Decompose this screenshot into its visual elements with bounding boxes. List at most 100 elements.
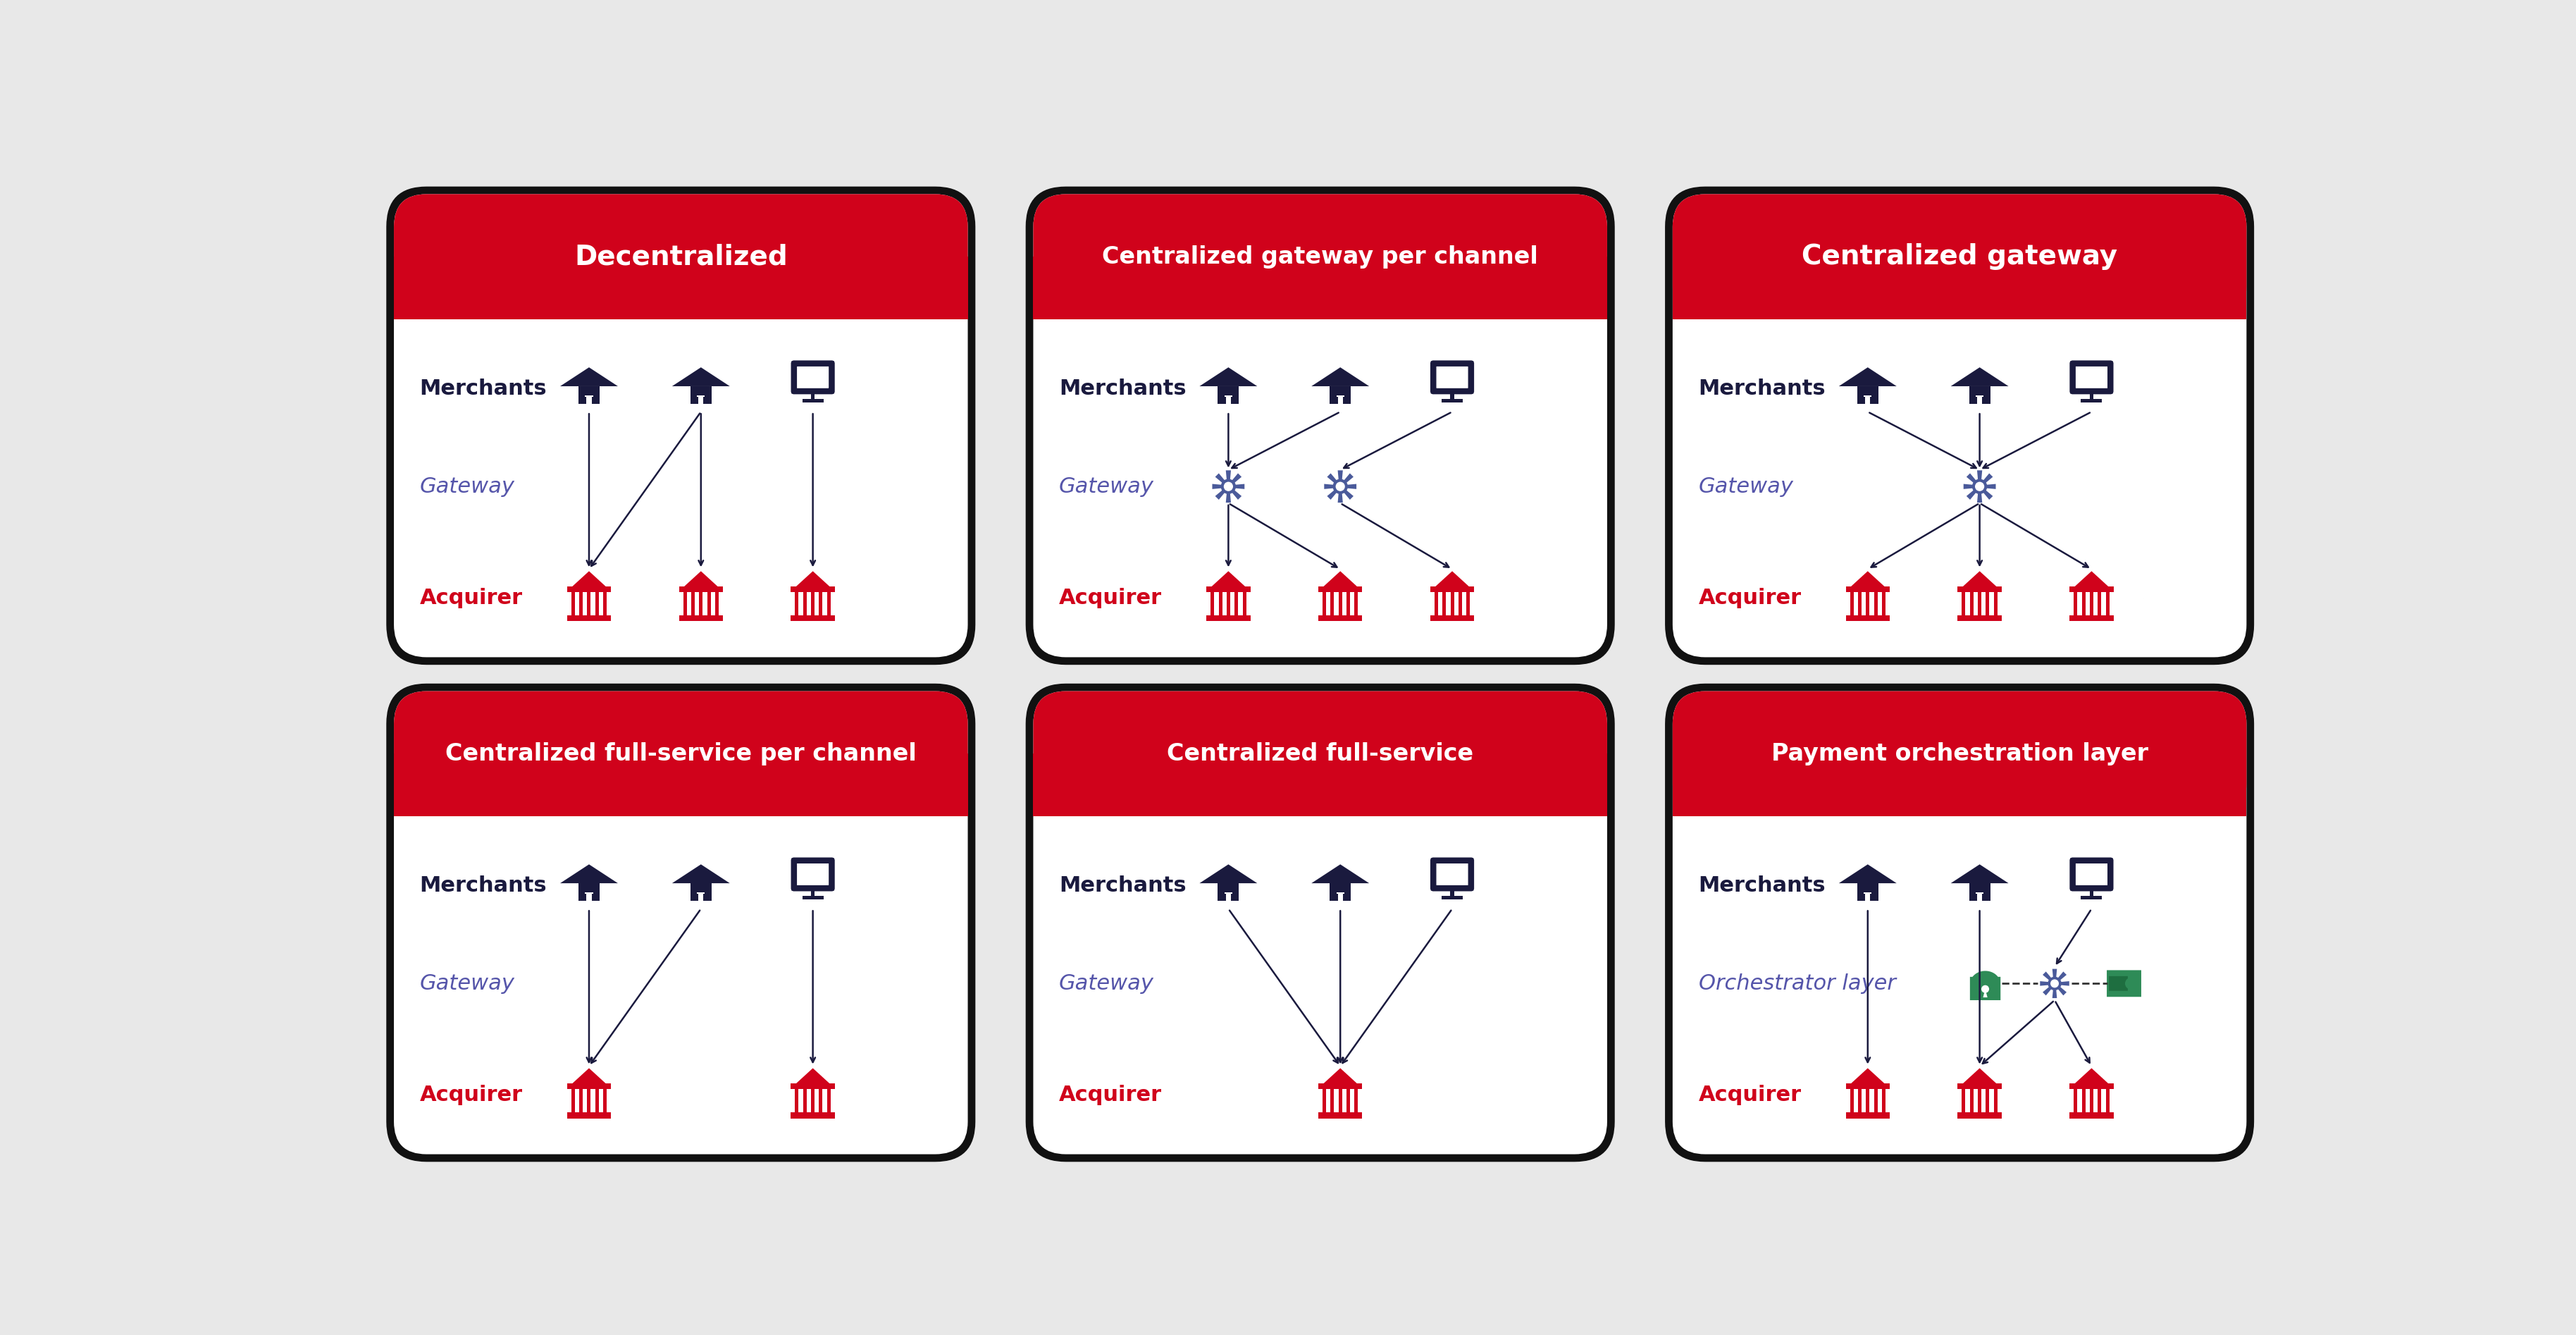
Polygon shape [1963,1068,1996,1084]
Bar [394,256,969,319]
Bar [1976,395,1984,405]
Polygon shape [1200,864,1257,884]
Bar [1218,591,1221,615]
Bar [2105,1089,2110,1112]
Bar [595,591,598,615]
Bar [1862,892,1873,901]
Bar [595,1089,598,1112]
Bar [1847,1084,1891,1089]
Bar [567,586,611,591]
Polygon shape [572,1068,605,1084]
Text: Merchants: Merchants [420,876,546,896]
Bar [801,399,824,402]
Bar [1865,1089,1870,1112]
Bar [683,591,688,615]
FancyBboxPatch shape [1672,194,2246,319]
FancyBboxPatch shape [1672,194,2246,657]
Polygon shape [1852,571,1886,586]
FancyBboxPatch shape [793,363,832,391]
Polygon shape [1324,571,1358,586]
Bar [698,591,703,615]
Bar [1033,256,1607,319]
FancyBboxPatch shape [1033,692,1607,1155]
Bar [827,591,829,615]
Bar [690,884,711,901]
Bar [1963,1089,1965,1112]
Bar [1033,754,1607,816]
Polygon shape [2040,969,2069,999]
Polygon shape [1435,571,1468,586]
FancyBboxPatch shape [793,861,832,888]
Bar [2074,1089,2076,1112]
Bar [1976,892,1984,901]
Bar [1873,591,1878,615]
Bar [1321,591,1327,615]
Circle shape [2050,980,2058,988]
Bar [1968,884,1991,901]
Bar [791,586,835,591]
Bar [1958,615,2002,621]
Text: Gateway: Gateway [1059,477,1154,497]
Bar [1435,591,1437,615]
Bar [680,586,724,591]
Text: Acquirer: Acquirer [1059,1085,1162,1105]
Bar [567,1112,611,1119]
Text: Acquirer: Acquirer [420,1085,523,1105]
Bar [811,391,814,399]
Bar [801,896,824,900]
Bar [1857,591,1862,615]
Bar [1443,896,1463,900]
FancyBboxPatch shape [1432,861,1471,888]
Polygon shape [572,571,605,586]
Bar [1847,615,1891,621]
Text: Merchants: Merchants [420,378,546,399]
Bar [2081,1089,2087,1112]
Bar [2069,615,2112,621]
Bar [585,892,592,901]
Bar [1971,591,1973,615]
Bar [1218,884,1239,901]
Bar [796,591,799,615]
Bar [804,1089,806,1112]
Circle shape [1224,482,1234,491]
Bar [587,591,590,615]
Polygon shape [796,1068,829,1084]
Bar [2069,1084,2112,1089]
Bar [1347,1089,1350,1112]
Bar [1321,1089,1327,1112]
Bar [2081,399,2102,402]
Bar [1340,1089,1342,1112]
FancyBboxPatch shape [1025,187,1615,665]
Bar [2081,896,2102,900]
Polygon shape [796,571,829,586]
Bar [791,615,835,621]
Bar [1319,1084,1363,1089]
Bar [603,591,608,615]
FancyBboxPatch shape [1033,194,1607,657]
Bar [2097,1089,2102,1112]
Bar [567,615,611,621]
Polygon shape [1324,1068,1358,1084]
FancyBboxPatch shape [2110,976,2128,991]
Polygon shape [2074,571,2107,586]
Bar [811,591,814,615]
FancyBboxPatch shape [394,692,969,816]
Bar [804,591,806,615]
Bar [827,1089,829,1112]
Text: Centralized gateway: Centralized gateway [1801,243,2117,270]
Bar [2074,591,2076,615]
Bar [1218,386,1239,405]
Bar [1466,591,1471,615]
Bar [1883,1089,1886,1112]
Bar [1347,591,1350,615]
FancyBboxPatch shape [2074,861,2110,888]
Bar [1850,1089,1855,1112]
Bar [1672,256,2246,319]
Bar [1873,1089,1878,1112]
Bar [1226,591,1231,615]
Bar [1332,1089,1334,1112]
Polygon shape [672,367,729,386]
Text: Merchants: Merchants [1698,378,1826,399]
FancyBboxPatch shape [2107,971,2141,997]
Bar [698,892,706,901]
